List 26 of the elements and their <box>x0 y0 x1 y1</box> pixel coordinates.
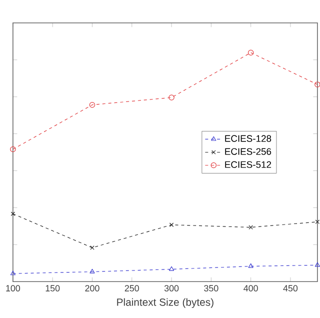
point <box>315 220 320 224</box>
point <box>89 102 96 108</box>
point <box>168 94 174 100</box>
x-tick-label: 300 <box>164 284 179 292</box>
point <box>90 245 94 250</box>
x-axis-title: Plaintext Size (bytes) <box>117 298 214 308</box>
point <box>314 262 320 266</box>
point <box>169 222 174 227</box>
x-tick-label: 200 <box>85 284 100 292</box>
point <box>248 225 253 230</box>
point <box>10 270 16 275</box>
point <box>10 146 16 152</box>
legend-label: ECIES-256 <box>225 148 272 155</box>
x-tick-label: 100 <box>6 284 20 292</box>
legend-label: ECIES-512 <box>225 161 272 168</box>
point <box>168 266 174 271</box>
legend-label: ECIES-128 <box>225 134 272 142</box>
point <box>248 50 254 56</box>
point <box>248 263 254 268</box>
x-tick-label: 250 <box>124 284 139 292</box>
x-tick-label: 150 <box>46 284 60 292</box>
x-tick-label: 400 <box>244 284 258 292</box>
point <box>90 268 95 274</box>
x-tick-label: 450 <box>283 284 298 292</box>
x-tick-label: 350 <box>204 284 218 292</box>
point <box>10 212 16 216</box>
